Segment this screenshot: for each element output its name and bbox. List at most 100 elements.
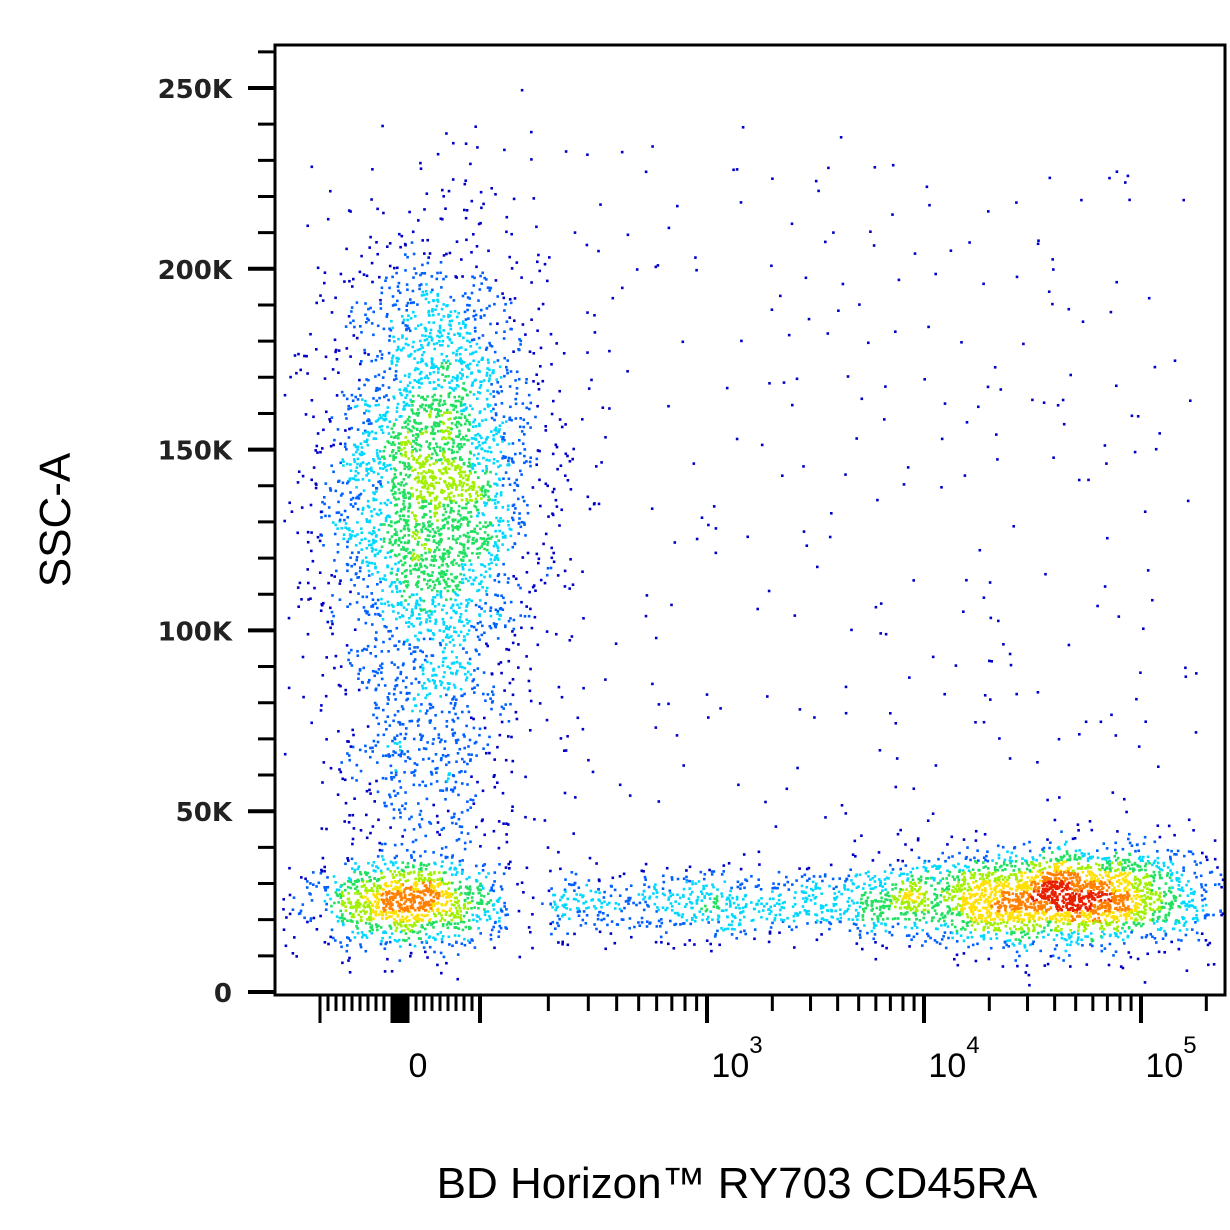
- event-dot: [464, 892, 467, 895]
- event-dot: [485, 374, 489, 377]
- event-dot: [350, 564, 353, 568]
- event-dot: [448, 496, 452, 500]
- event-dot: [370, 543, 373, 546]
- event-dot: [427, 889, 431, 892]
- event-dot: [402, 874, 405, 877]
- event-dot: [391, 478, 394, 482]
- event-dot: [388, 327, 391, 331]
- event-dot: [520, 88, 524, 92]
- event-dot: [410, 928, 414, 932]
- event-dot: [484, 418, 487, 422]
- event-dot: [558, 389, 561, 393]
- event-dot: [1116, 929, 1120, 933]
- event-dot: [466, 670, 470, 674]
- event-dot: [390, 771, 393, 775]
- event-dot: [430, 884, 433, 888]
- event-dot: [439, 344, 442, 347]
- event-dot: [386, 425, 389, 429]
- event-dot: [393, 378, 396, 382]
- event-dot: [420, 557, 423, 561]
- event-dot: [456, 738, 460, 742]
- event-dot: [1015, 898, 1018, 901]
- event-dot: [486, 405, 490, 408]
- event-dot: [536, 260, 539, 264]
- event-dot: [432, 399, 435, 402]
- event-dot: [431, 427, 435, 431]
- event-dot: [330, 620, 334, 623]
- event-dot: [432, 936, 435, 940]
- event-dot: [404, 886, 408, 890]
- event-dot: [507, 456, 511, 460]
- event-dot: [427, 343, 430, 347]
- event-dot: [420, 941, 424, 944]
- event-dot: [359, 872, 363, 876]
- event-dot: [410, 466, 413, 469]
- event-dot: [496, 381, 499, 384]
- event-dot: [476, 622, 480, 625]
- event-dot: [468, 465, 471, 468]
- event-dot: [407, 515, 410, 518]
- event-dot: [563, 569, 567, 573]
- event-dot: [1007, 945, 1010, 948]
- event-dot: [409, 569, 412, 573]
- event-dot: [398, 232, 401, 236]
- event-dot: [356, 576, 359, 579]
- event-dot: [485, 458, 488, 462]
- event-dot: [425, 620, 428, 624]
- event-dot: [552, 487, 556, 491]
- event-dot: [395, 584, 398, 588]
- event-dot: [426, 528, 430, 532]
- event-dot: [403, 491, 406, 495]
- event-dot: [469, 450, 472, 454]
- event-dot: [385, 893, 388, 897]
- event-dot: [355, 558, 358, 562]
- event-dot: [1153, 873, 1157, 877]
- event-dot: [1149, 908, 1153, 911]
- event-dot: [462, 903, 466, 907]
- event-dot: [480, 894, 483, 897]
- event-dot: [1069, 929, 1072, 932]
- event-dot: [1212, 913, 1215, 917]
- event-dot: [391, 450, 394, 454]
- event-dot: [430, 363, 434, 366]
- event-dot: [425, 618, 428, 621]
- event-dot: [1112, 915, 1115, 918]
- event-dot: [439, 394, 443, 398]
- event-dot: [440, 563, 444, 567]
- event-dot: [423, 547, 427, 550]
- event-dot: [508, 681, 512, 685]
- event-dot: [466, 886, 470, 890]
- event-dot: [531, 913, 534, 916]
- event-dot: [1035, 898, 1038, 902]
- event-dot: [451, 375, 455, 379]
- event-dot: [321, 447, 324, 450]
- event-dot: [475, 446, 478, 450]
- event-dot: [493, 558, 496, 562]
- event-dot: [449, 324, 452, 327]
- event-dot: [475, 914, 479, 917]
- event-dot: [465, 518, 469, 521]
- event-dot: [428, 550, 431, 554]
- event-dot: [1033, 928, 1036, 932]
- event-dot: [525, 605, 528, 608]
- event-dot: [403, 548, 406, 551]
- event-dot: [386, 481, 390, 484]
- event-dot: [500, 594, 503, 598]
- event-dot: [982, 934, 986, 937]
- event-dot: [459, 352, 462, 356]
- event-dot: [479, 888, 482, 892]
- event-dot: [349, 321, 352, 325]
- event-dot: [421, 460, 425, 464]
- event-dot: [395, 919, 398, 923]
- event-dot: [374, 548, 378, 552]
- event-dot: [471, 488, 474, 491]
- event-dot: [405, 555, 408, 558]
- event-dot: [436, 590, 439, 593]
- event-dot: [437, 414, 441, 418]
- event-dot: [424, 884, 428, 888]
- event-dot: [458, 468, 462, 471]
- event-dot: [1059, 884, 1062, 887]
- event-dot: [429, 871, 432, 874]
- event-dot: [419, 906, 423, 909]
- event-dot: [422, 946, 426, 949]
